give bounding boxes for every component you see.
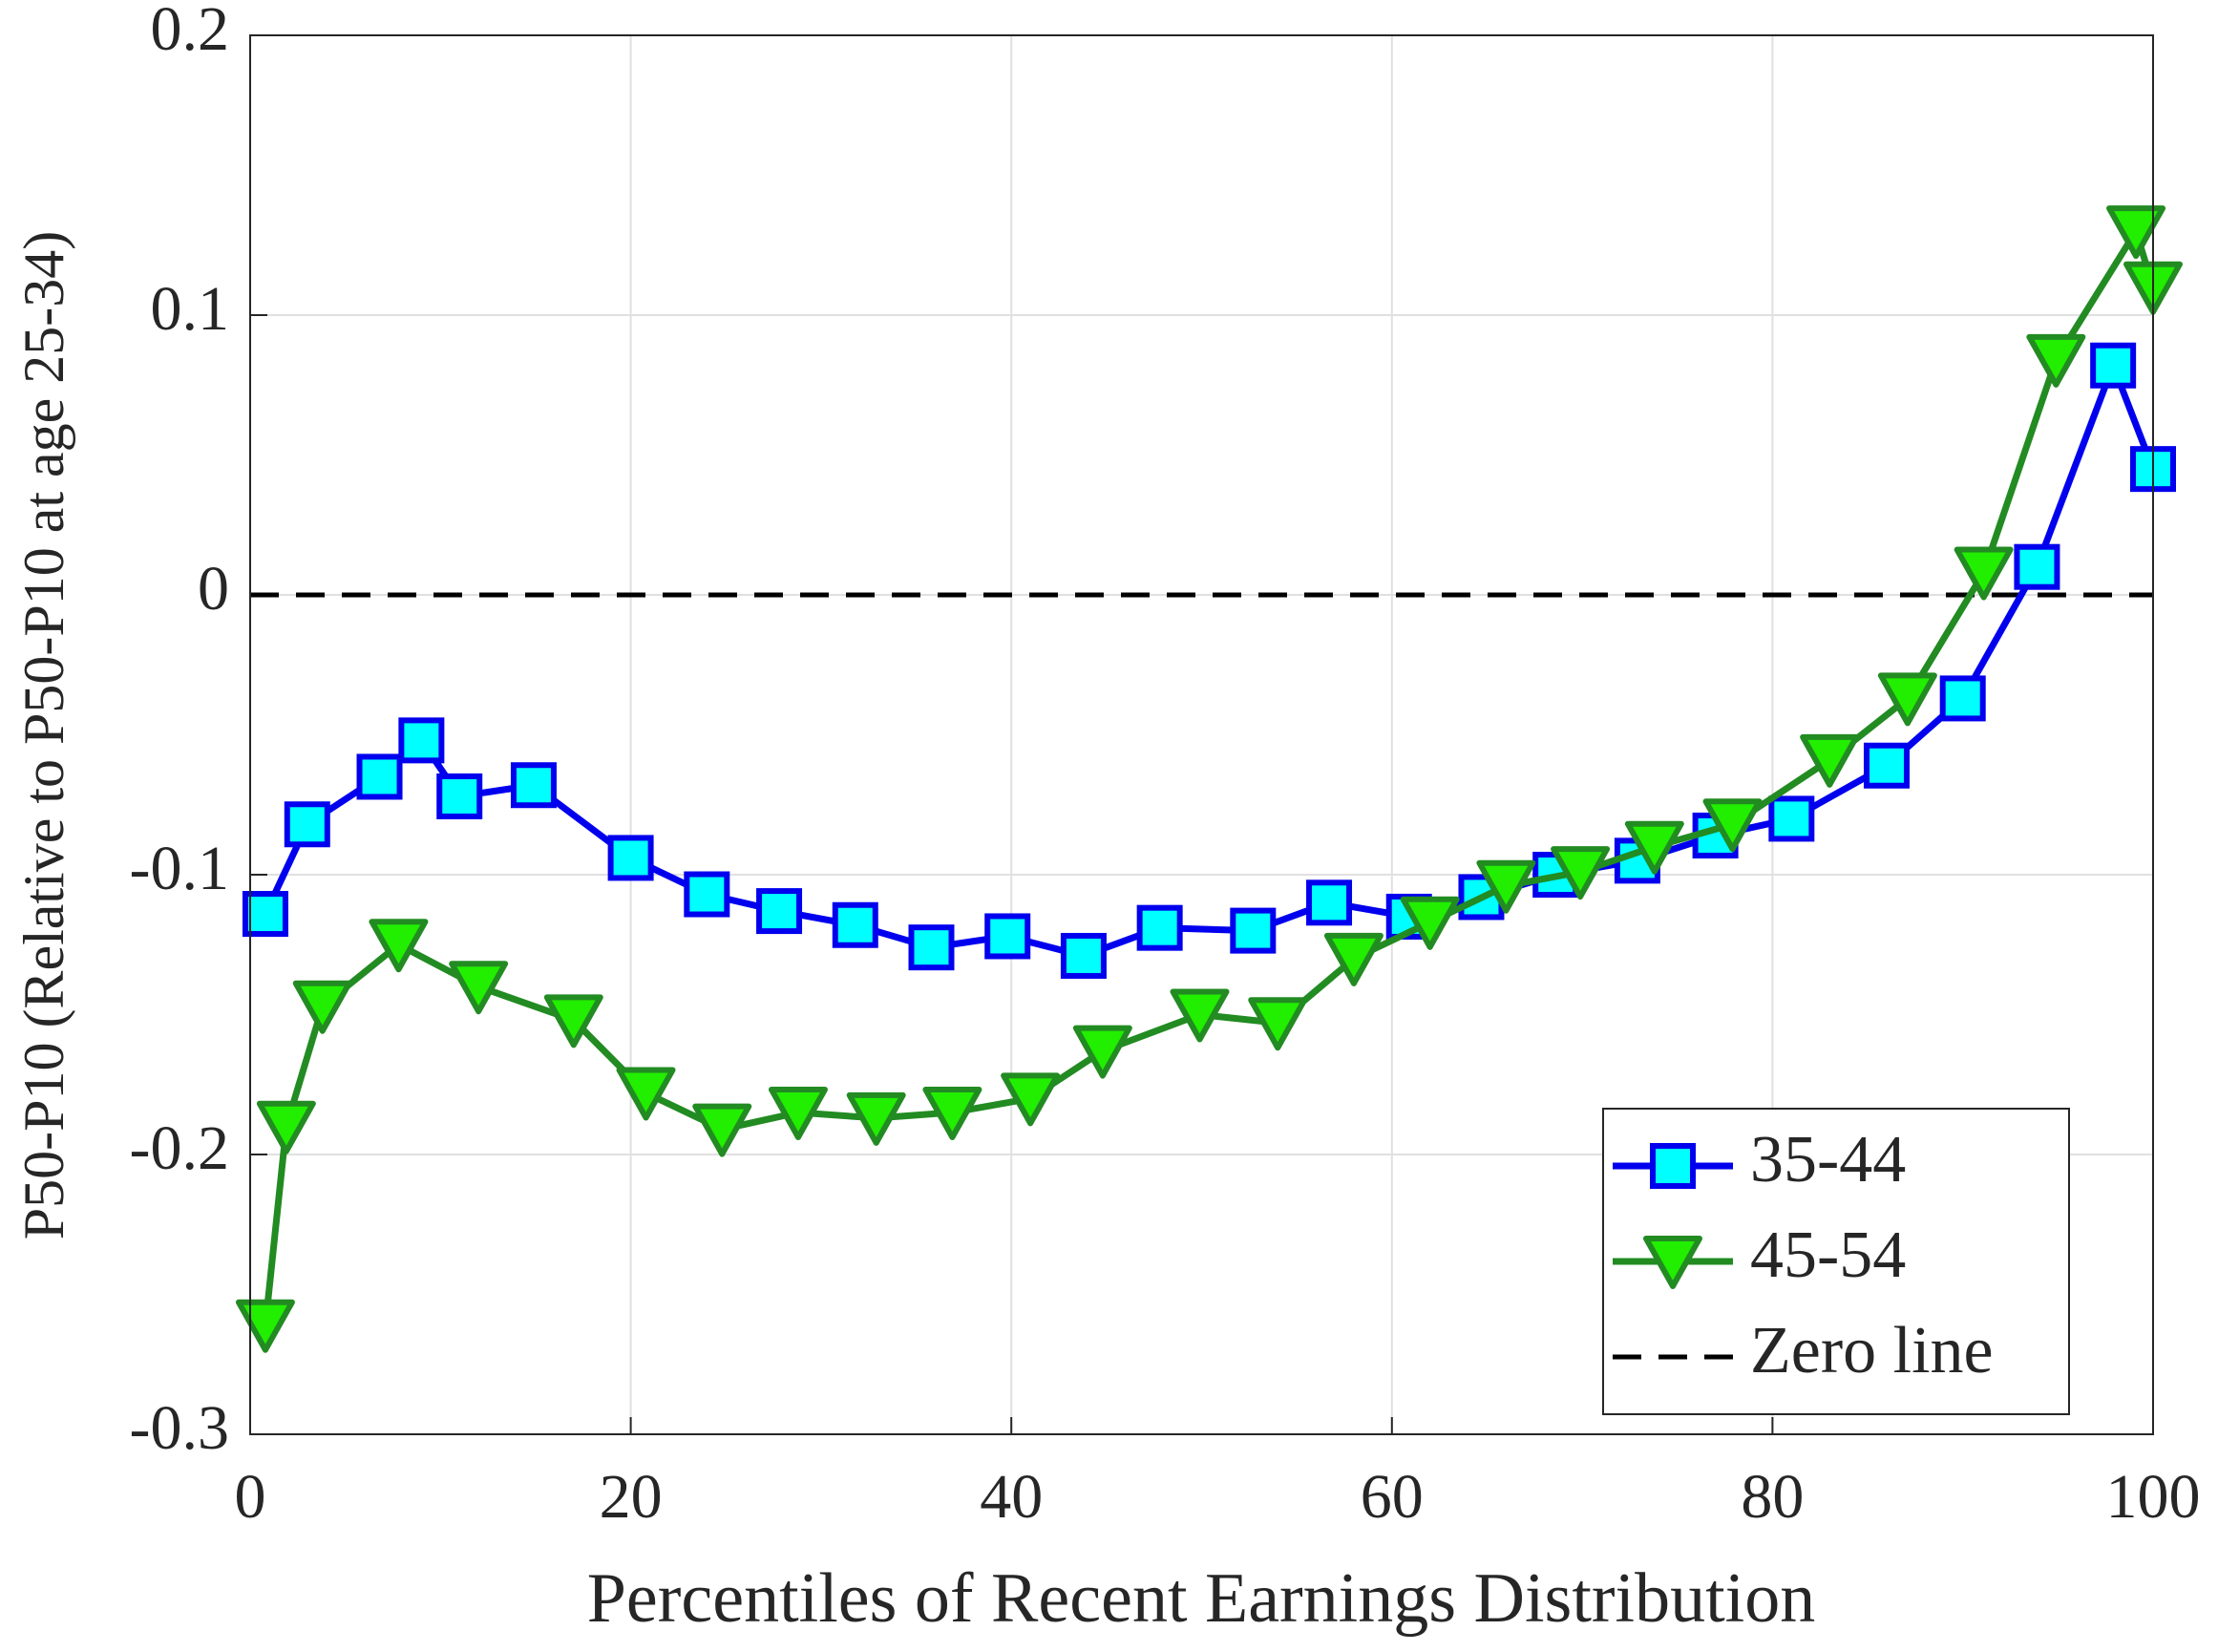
x-tick-label: 80	[1741, 1462, 1804, 1532]
marker	[2026, 333, 2086, 388]
marker	[543, 994, 603, 1048]
marker	[1230, 907, 1277, 954]
y-tick-label: -0.2	[130, 1113, 229, 1183]
marker	[1939, 675, 1986, 722]
marker	[2014, 543, 2060, 590]
marker	[1551, 846, 1611, 900]
marker	[922, 1087, 982, 1141]
y-tick-label: 0.1	[151, 274, 230, 344]
x-tick-label: 20	[600, 1462, 663, 1532]
marker	[1954, 546, 2014, 601]
marker	[1001, 1072, 1061, 1127]
marker	[1072, 1025, 1132, 1079]
legend-label: 35-44	[1750, 1123, 1906, 1197]
marker	[846, 1091, 906, 1146]
marker	[1400, 896, 1460, 950]
marker	[292, 980, 352, 1034]
legend-marker	[1643, 1236, 1702, 1289]
legend-label: 45-54	[1750, 1218, 1906, 1292]
marker	[1060, 932, 1107, 979]
marker	[449, 961, 509, 1015]
marker	[1323, 932, 1384, 986]
marker	[1877, 672, 1937, 727]
marker	[1863, 742, 1910, 789]
legend: 35-44 45-54 Zero line	[1602, 1108, 2070, 1415]
x-axis-label: Percentiles of Recent Earnings Distribut…	[587, 1559, 1815, 1638]
x-tick-label: 40	[980, 1462, 1043, 1532]
series	[235, 205, 2183, 1353]
marker	[607, 835, 654, 881]
y-tick-label: 0	[198, 554, 229, 624]
y-tick-label: 0.2	[151, 0, 230, 64]
x-tick-label: 0	[235, 1462, 266, 1532]
marker	[398, 717, 445, 764]
marker	[1248, 997, 1308, 1051]
marker	[1768, 795, 1815, 842]
marker	[1306, 879, 1353, 926]
legend-marker	[1650, 1143, 1696, 1189]
marker	[1476, 859, 1536, 914]
marker	[356, 753, 403, 800]
marker	[684, 871, 730, 918]
marker	[1136, 904, 1183, 951]
marker	[768, 1087, 828, 1141]
y-tick-label: -0.1	[130, 834, 229, 903]
marker	[1170, 988, 1230, 1043]
marker	[1800, 733, 1860, 788]
marker	[616, 1067, 676, 1121]
marker	[2106, 205, 2166, 260]
plot-frame	[249, 34, 2154, 1435]
marker	[510, 762, 557, 809]
marker	[369, 919, 429, 973]
marker	[235, 1299, 295, 1353]
marker	[692, 1103, 752, 1157]
marker	[1702, 798, 1763, 853]
marker	[436, 773, 483, 819]
y-axis-label: P50-P10 (Relative to P50-P10 at age 25-3…	[12, 231, 75, 1240]
marker	[832, 901, 878, 948]
marker	[284, 801, 330, 848]
marker	[756, 888, 803, 935]
legend-label: Zero line	[1750, 1314, 1994, 1387]
marker	[984, 913, 1031, 960]
x-tick-label: 60	[1361, 1462, 1424, 1532]
y-tick-label: -0.3	[130, 1393, 229, 1463]
marker	[2090, 342, 2137, 389]
marker	[242, 891, 288, 938]
marker	[256, 1100, 316, 1154]
marker	[1624, 820, 1684, 875]
series	[242, 342, 2176, 979]
marker	[908, 924, 955, 971]
x-tick-label: 100	[2106, 1462, 2201, 1532]
